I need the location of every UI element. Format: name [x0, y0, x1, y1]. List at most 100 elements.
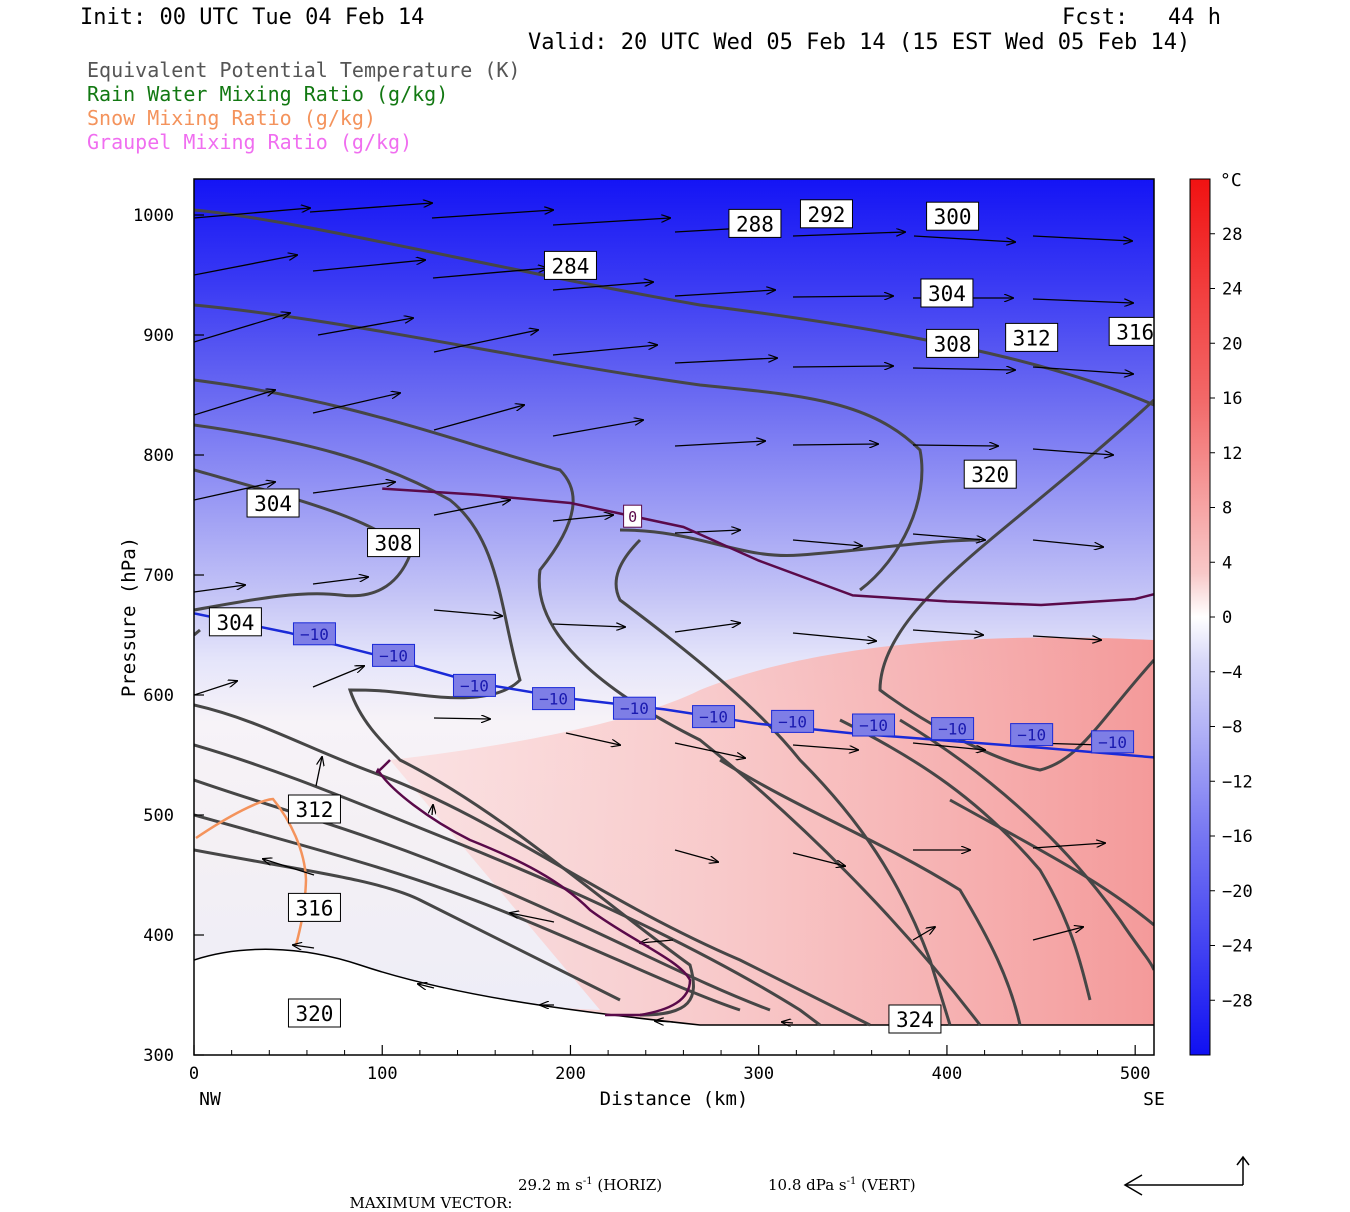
theta-e-label-box — [287, 794, 341, 824]
y-axis-label: Pressure (hPa) — [118, 537, 140, 697]
theta-e-label-box — [920, 278, 974, 308]
theta-e-contour-line — [614, 538, 952, 1026]
theta-e-contour-line — [899, 718, 1154, 971]
theta-e-label: 284 — [552, 254, 590, 278]
colorbar-tick-label: −24 — [1222, 937, 1253, 957]
theta-e-label: 320 — [971, 463, 1009, 487]
theta-e-label-box — [367, 528, 421, 558]
theta-e-label-box — [1005, 322, 1059, 352]
wind-vector — [194, 313, 290, 343]
theta-e-label-box — [1108, 316, 1154, 346]
wind-vector — [792, 444, 878, 445]
colorbar-tick-label: −8 — [1222, 718, 1242, 738]
x-tick-label: 200 — [555, 1064, 586, 1084]
wind-vector — [792, 296, 893, 297]
y-tick-label: 1000 — [133, 206, 174, 226]
wind-vector — [674, 742, 745, 758]
y-tick-label: 800 — [143, 446, 174, 466]
theta-e-label: 288 — [736, 212, 774, 236]
y-tick-label: 500 — [143, 806, 174, 826]
colorbar-tick-label: −16 — [1222, 827, 1253, 847]
minus-10-label: −10 — [938, 720, 967, 739]
wind-vector — [792, 366, 893, 367]
zero-label-box — [623, 504, 643, 528]
wind-vector — [912, 533, 985, 540]
minus-10-label-box — [532, 687, 576, 711]
theta-e-label-box — [799, 199, 853, 229]
minus-10-label-box — [1091, 730, 1135, 754]
wind-vector — [912, 742, 985, 750]
theta-e-label: 316 — [296, 896, 334, 920]
colorbar-tick-label: −20 — [1222, 882, 1253, 902]
wind-vector — [674, 290, 775, 297]
wind-vector — [194, 482, 275, 501]
theta-e-contour-line — [878, 398, 1154, 772]
wind-vector — [293, 945, 315, 948]
plot-area: 320 324 316 312 304 308 304 320 308 312 316 304 284 2… — [194, 179, 1154, 1055]
y-tick-label: 900 — [143, 326, 174, 346]
wind-vector — [317, 318, 413, 336]
wind-vector — [674, 441, 765, 447]
wind-vector — [431, 210, 553, 219]
minus-10-label: −10 — [859, 716, 888, 735]
x-tick-label: 400 — [932, 1064, 963, 1084]
theta-e-label-box — [926, 328, 980, 358]
wind-vector — [194, 255, 297, 276]
theta-e-label: 308 — [375, 532, 413, 556]
wind-vector — [552, 420, 643, 437]
wind-vector — [912, 629, 983, 635]
minus-10-label: −10 — [1017, 726, 1046, 745]
minus-10-label-box — [292, 622, 336, 646]
wind-vector — [792, 852, 845, 866]
colorbar-tick-label: 4 — [1222, 553, 1232, 573]
wind-vector — [1032, 635, 1101, 640]
colorbar-tick-label: 16 — [1222, 389, 1242, 409]
theta-e-contour-line — [194, 423, 695, 1017]
y-tick-label: 400 — [143, 926, 174, 946]
wind-vector — [1032, 366, 1133, 374]
wind-vector — [433, 330, 538, 353]
minus-10-label-box — [1010, 723, 1054, 747]
colorbar-tick-label: 24 — [1222, 280, 1242, 300]
legend-snow: Snow Mixing Ratio (g/kg) — [87, 106, 376, 130]
theta-e-contour-line — [194, 628, 201, 637]
theta-e-label: 320 — [296, 1002, 334, 1026]
wind-vector — [433, 500, 510, 516]
theta-e-label-box — [543, 250, 597, 280]
y-tick-label: 600 — [143, 686, 174, 706]
minus-10-isotherm — [194, 612, 1154, 759]
zero-label: 0 — [628, 508, 637, 526]
wind-vector — [792, 632, 876, 641]
minus-10-label: −10 — [620, 699, 649, 718]
theta-e-contour-line — [194, 813, 741, 1012]
max-vector-title: MAXIMUM VECTOR: — [349, 1194, 513, 1212]
wind-vector — [1032, 927, 1083, 941]
theta-e-contours — [194, 208, 1154, 1027]
wind-vector — [655, 1021, 674, 1022]
wind-vector — [912, 368, 1015, 370]
wind-vector — [792, 539, 862, 546]
max-vert-vector: 10.8 dPa s-1 (VERT) — [768, 1176, 916, 1194]
wind-vector — [1032, 843, 1105, 849]
wind-vectors — [194, 203, 1133, 1023]
theta-e-contour-line — [194, 848, 621, 1002]
theta-e-contour-line — [194, 743, 821, 1027]
theta-e-label: 312 — [1013, 326, 1051, 350]
minus-10-label: −10 — [539, 690, 568, 709]
wind-vector — [674, 358, 777, 364]
legend-rain-water: Rain Water Mixing Ratio (g/kg) — [87, 82, 449, 106]
theta-e-label-box — [208, 607, 262, 637]
init-time: Init: 00 UTC Tue 04 Feb 14 — [80, 5, 425, 30]
wind-vector — [309, 203, 432, 213]
horiz-value: 29.2 m s — [518, 1176, 583, 1194]
wind-vector — [552, 218, 670, 226]
wind-vector — [194, 585, 245, 593]
theta-e-label: 304 — [254, 492, 292, 516]
wind-vector — [315, 757, 322, 787]
colorbar-tick-label: −4 — [1222, 663, 1242, 683]
forecast-hour: Fcst: 44 h — [1062, 5, 1221, 30]
wind-vector — [312, 393, 400, 414]
wind-vector — [312, 666, 364, 688]
colorbar-tick-label: 28 — [1222, 225, 1242, 245]
wind-vector — [418, 984, 435, 988]
